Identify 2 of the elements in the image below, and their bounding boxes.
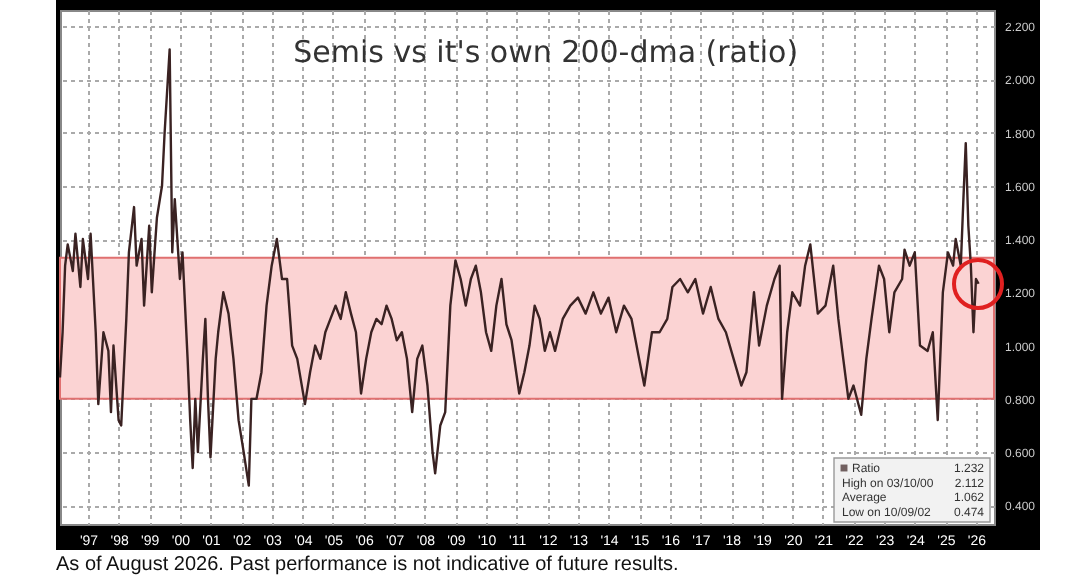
- text: As of August 2026. Past performance is not indicative of future results.: [56, 554, 679, 576]
- text: Semis vs it's own 200-dma (ratio): [293, 34, 799, 70]
